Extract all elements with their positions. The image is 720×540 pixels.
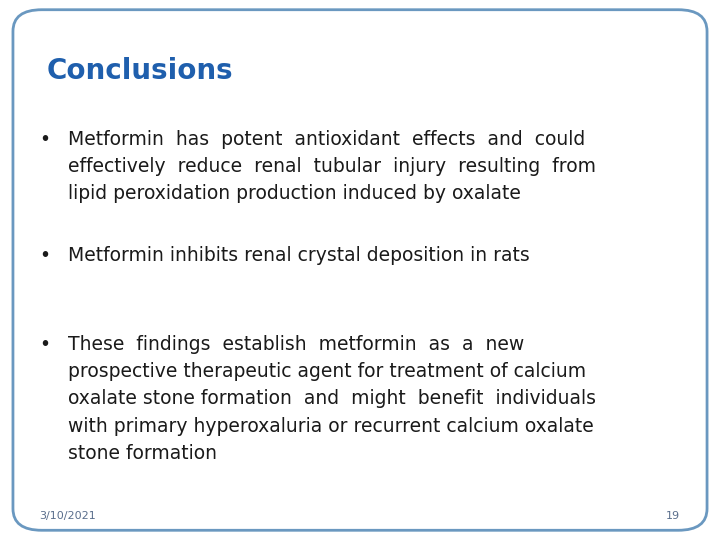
Text: 19: 19 [666,510,680,521]
Text: These  findings  establish  metformin  as  a  new
prospective therapeutic agent : These findings establish metformin as a … [68,335,596,463]
Text: Conclusions: Conclusions [47,57,233,85]
Text: •: • [40,335,50,354]
Text: Metformin inhibits renal crystal deposition in rats: Metformin inhibits renal crystal deposit… [68,246,530,265]
Text: 3/10/2021: 3/10/2021 [40,510,96,521]
Text: Metformin  has  potent  antioxidant  effects  and  could
effectively  reduce  re: Metformin has potent antioxidant effects… [68,130,596,203]
Text: •: • [40,246,50,265]
Text: •: • [40,130,50,148]
FancyBboxPatch shape [13,10,707,530]
